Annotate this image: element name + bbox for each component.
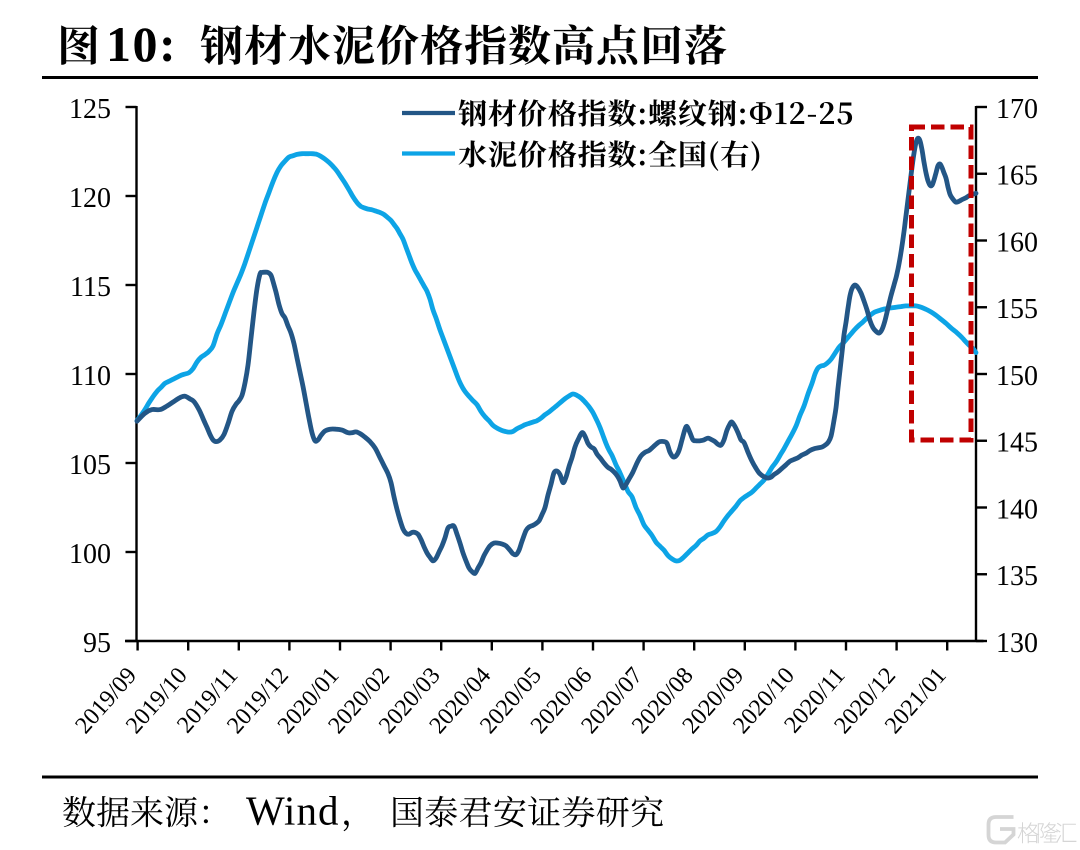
svg-text:100: 100 bbox=[69, 539, 111, 570]
svg-text:Wind: Wind bbox=[246, 788, 339, 834]
svg-text:115: 115 bbox=[70, 272, 111, 303]
svg-text:160: 160 bbox=[996, 227, 1038, 258]
svg-text:110: 110 bbox=[70, 361, 111, 392]
svg-text:150: 150 bbox=[996, 361, 1038, 392]
svg-text:165: 165 bbox=[996, 161, 1038, 192]
svg-text:130: 130 bbox=[996, 628, 1038, 659]
svg-text:10:: 10: bbox=[106, 16, 177, 72]
svg-text:145: 145 bbox=[996, 428, 1038, 459]
svg-text:95: 95 bbox=[83, 628, 111, 659]
svg-text:155: 155 bbox=[996, 294, 1038, 325]
svg-text:125: 125 bbox=[69, 94, 111, 125]
svg-text:105: 105 bbox=[69, 450, 111, 481]
svg-text:140: 140 bbox=[996, 494, 1038, 525]
svg-text:120: 120 bbox=[69, 183, 111, 214]
svg-text:170: 170 bbox=[996, 94, 1038, 125]
svg-text:135: 135 bbox=[996, 561, 1038, 592]
